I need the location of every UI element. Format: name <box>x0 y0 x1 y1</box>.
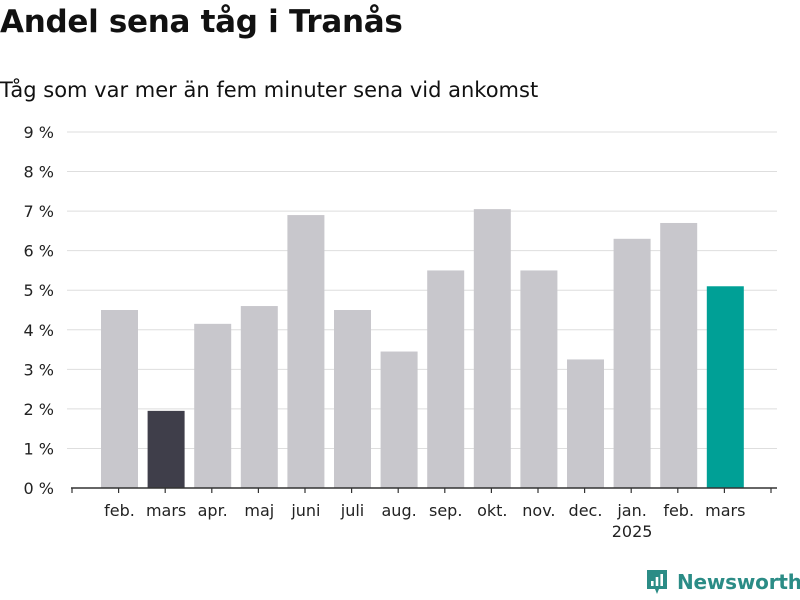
bar <box>147 410 185 488</box>
y-tick-label: 4 % <box>24 321 54 340</box>
x-tick-label: juli <box>340 501 364 520</box>
bar <box>287 215 325 489</box>
bar <box>101 310 138 488</box>
gridlines <box>67 131 777 449</box>
y-tick-label: 8 % <box>24 163 54 182</box>
bar <box>334 310 371 488</box>
y-tick-label: 9 % <box>24 123 54 142</box>
bar <box>240 306 278 488</box>
x-tick-label: juni <box>290 501 320 520</box>
bar <box>520 270 558 488</box>
y-tick-label: 0 % <box>24 479 54 498</box>
x-tick-label: feb. <box>104 501 135 520</box>
x-axis-tick-labels: feb. mars apr. maj juni juli aug. sep. okt. nov. d… <box>104 501 745 541</box>
bar <box>427 270 465 488</box>
bar <box>660 222 698 488</box>
y-axis-tick-labels: 0 % 1 % 2 % 3 % 4 % 5 % 6 % 7 % 8 % 9 % <box>24 123 54 498</box>
y-tick-label: 3 % <box>24 360 54 379</box>
x-tick-label: apr. <box>198 501 228 520</box>
x-tick-label: jan. <box>616 501 646 520</box>
chart-subtitle: Tåg som var mer än fem minuter sena vid … <box>0 78 539 102</box>
y-tick-label: 5 % <box>24 281 54 300</box>
x-tick-label: maj <box>244 501 274 520</box>
y-tick-label: 1 % <box>24 439 54 458</box>
x-tick-label: dec. <box>569 501 603 520</box>
y-tick-label: 6 % <box>24 242 54 261</box>
x-year-label: 2025 <box>612 522 653 541</box>
x-tick-label: okt. <box>477 501 507 520</box>
brand-name: Newsworthy <box>677 570 800 594</box>
x-axis <box>71 487 777 493</box>
y-tick-label: 7 % <box>24 202 54 221</box>
bar <box>706 286 744 488</box>
bar <box>473 209 511 488</box>
brand-logo: Newsworthy <box>645 568 800 596</box>
bar <box>613 238 651 488</box>
x-tick-label: aug. <box>382 501 417 520</box>
bar <box>567 359 604 488</box>
x-tick-label: sep. <box>429 501 462 520</box>
x-tick-label: nov. <box>522 501 555 520</box>
x-tick-label: mars <box>146 501 186 520</box>
bar-chart: 0 %1 %2 %3 %4 %5 %6 %7 %8 %9 % feb. mars a… <box>24 123 777 541</box>
chart-title: Andel sena tåg i Tranås <box>0 4 403 40</box>
bar <box>194 323 232 488</box>
x-tick-label: mars <box>705 501 745 520</box>
x-tick-label: feb. <box>663 501 694 520</box>
newsworthy-logo-icon <box>647 570 667 594</box>
bars <box>101 209 744 489</box>
y-tick-label: 2 % <box>24 400 54 419</box>
bar <box>380 351 418 488</box>
